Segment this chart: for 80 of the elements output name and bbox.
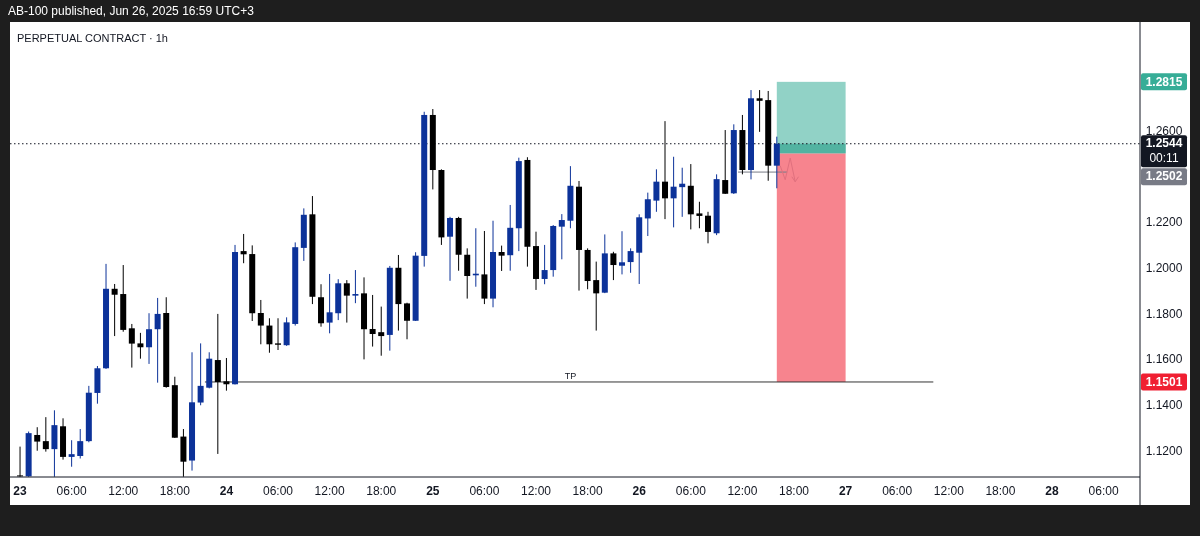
x-tick-label: 06:00 [882,484,913,498]
x-tick-label: 12:00 [314,484,345,498]
x-tick-label: 27 [838,484,853,498]
candlestick [644,192,651,237]
x-tick-label: 25 [426,484,440,498]
candlestick [352,269,359,304]
x-tick-label: 12:00 [727,484,758,498]
candlestick [17,446,24,477]
candlestick [240,233,247,264]
candlestick [662,120,669,220]
candlestick [146,312,153,365]
candlestick [343,279,350,324]
candlestick [593,261,600,332]
candlestick [128,323,135,369]
candlestick [670,156,677,228]
y-tick-label: 1.1400 [1145,398,1183,413]
x-tick-label: 28 [1045,484,1059,498]
y-tick-label: 1.2600 [1145,123,1183,138]
candlestick [619,230,626,275]
x-tick-label: 26 [632,484,647,498]
x-tick-label: 18:00 [572,484,603,498]
candlestick [214,313,221,455]
candlestick [653,168,660,213]
candlestick [68,439,75,468]
candlestick [722,129,729,195]
candlestick [51,409,58,477]
candlestick [558,213,565,260]
text: PERPETUAL CONTRACT · 1h [17,32,168,44]
y-tick-label: 1.1600 [1145,352,1183,367]
x-tick-label: 06:00 [675,484,707,498]
y-tick-label: 1.2815 [1145,74,1183,89]
x-tick-label: 12:00 [933,484,965,498]
x-tick-label: 12:00 [521,484,552,498]
candlestick [369,294,376,348]
candlestick [498,245,505,272]
candlestick [627,247,634,274]
candlestick [266,317,273,354]
candlestick [447,216,454,282]
x-tick-label: 18:00 [985,484,1016,498]
candlestick [154,297,161,384]
text: 00:11 [1149,151,1179,166]
x-tick-label: 18:00 [366,484,397,498]
x-tick-label: 24 [219,484,234,498]
y-tick-label: 1.2200 [1145,215,1183,230]
x-tick-label: 18:00 [159,484,191,498]
y-tick-label: 1.1800 [1145,306,1183,321]
candlestick [696,201,703,229]
candlestick [541,244,548,285]
ref-line-label: 1.2544 [1145,136,1183,151]
candlestick [111,283,118,337]
candlestick [773,136,780,189]
x-tick-label: 18:00 [778,484,810,498]
candlestick [137,332,144,360]
y-tick-label: 1.1200 [1145,443,1183,458]
candlestick [275,317,282,351]
x-tick-label: 23 [13,484,28,498]
candlestick [197,342,204,406]
candlestick [34,426,41,452]
chart-subtitle: AB-100 published, Jun 26, 2025 16:59 UTC+3 [8,4,255,18]
candlestick [257,299,264,345]
candlestick [77,428,84,459]
x-tick-label: 06:00 [263,484,294,498]
candlestick [223,357,230,392]
candlestick [705,211,712,244]
x-tick-label: 06:00 [469,484,500,498]
candlestick [42,416,49,453]
y-tick-label: 1.2000 [1145,261,1183,275]
x-tick-label: 06:00 [1088,484,1119,498]
candlestick [283,316,290,347]
y-tick-label: 1.1501 [1145,374,1183,389]
candlestick [464,247,471,300]
candlestick [378,306,385,357]
candlestick [756,89,763,133]
x-tick-label: 12:00 [108,484,139,498]
candlestick [610,251,617,281]
annotation: TP [564,370,577,381]
candlestick [326,273,333,334]
candlestick [404,302,411,340]
x-tick-label: 06:00 [56,484,87,498]
text: 1.2502 [1145,169,1183,184]
